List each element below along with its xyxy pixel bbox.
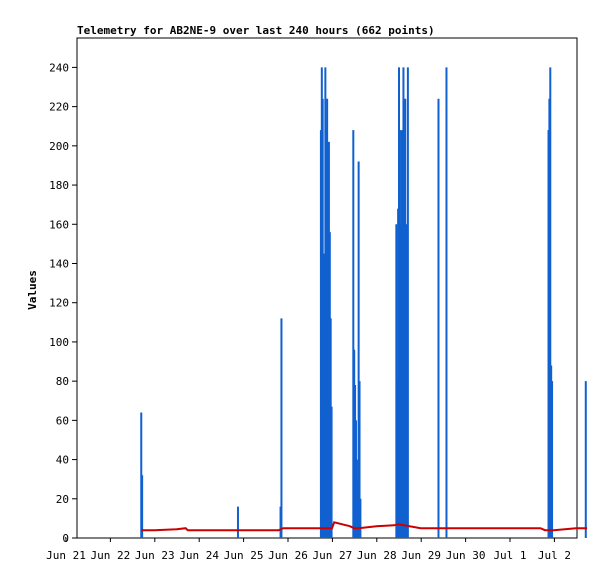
y-tick-label: 240 <box>49 61 69 74</box>
x-tick-label: Jun 26 <box>268 549 308 562</box>
x-tick-label: Jun 24 <box>179 549 219 562</box>
y-tick-label: 40 <box>56 454 69 467</box>
x-tick-label: Jul 1 <box>493 549 526 562</box>
x-tick-label: Jul 2 <box>538 549 571 562</box>
x-tick-label: Jun 28 <box>357 549 397 562</box>
x-tick-label: Jun 29 <box>401 549 441 562</box>
x-tick-label: Jun 23 <box>135 549 175 562</box>
y-tick-label: 180 <box>49 179 69 192</box>
y-tick-label: 140 <box>49 257 69 270</box>
y-tick-label: 80 <box>56 375 69 388</box>
x-axis-ticks: Jun 21 Jun 22 Jun 23 Jun 24 Jun 25 Jun 26 Jun … <box>46 538 571 562</box>
x-tick-label: Jun 25 <box>224 549 264 562</box>
chart-title: Telemetry for AB2NE-9 over last 240 hour… <box>77 24 435 37</box>
x-tick-label: Jun 30 <box>446 549 486 562</box>
y-tick-label: 200 <box>49 140 69 153</box>
series-line <box>141 521 588 532</box>
y-tick-label: 120 <box>49 297 69 310</box>
y-axis-ticks: 020406080100120140160180200220240 <box>49 61 77 545</box>
y-tick-label: 60 <box>56 414 69 427</box>
x-tick-label: Jun 21 <box>46 549 86 562</box>
y-tick-label: 20 <box>56 493 69 506</box>
y-tick-label: 100 <box>49 336 69 349</box>
y-tick-label: 220 <box>49 101 69 114</box>
x-tick-label: Jun 22 <box>91 549 131 562</box>
y-axis-label: Values <box>26 270 39 310</box>
y-tick-label: 160 <box>49 218 69 231</box>
x-tick-label: Jun 27 <box>313 549 353 562</box>
series-layer <box>140 67 588 538</box>
